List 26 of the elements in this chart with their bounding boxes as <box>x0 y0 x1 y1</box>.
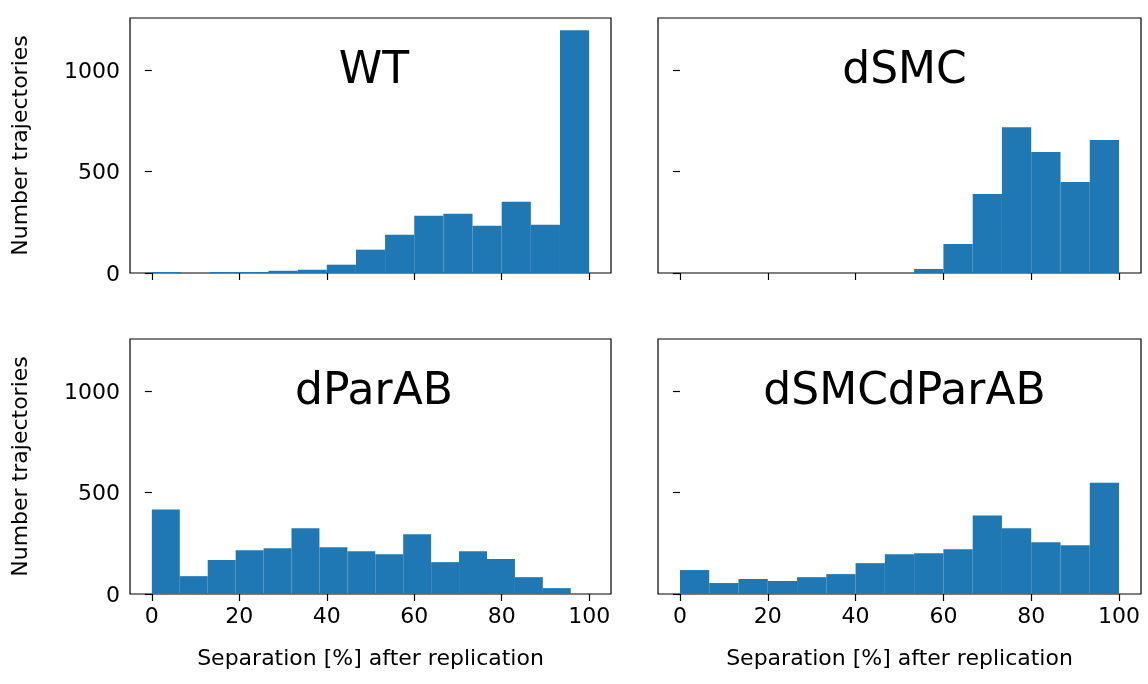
x-tick-label: 100 <box>1098 602 1141 628</box>
x-tick-label: 60 <box>929 602 958 628</box>
x-tick-label: 100 <box>568 602 611 628</box>
y-tick-label: 500 <box>78 159 120 185</box>
x-tick-label: 40 <box>312 602 341 628</box>
text: dSMC <box>842 41 967 93</box>
y-tick-label: 1000 <box>64 57 120 83</box>
x-tick-label: 20 <box>753 602 782 628</box>
x-axis-title: Separation [%] after replication <box>197 644 544 670</box>
y-axis-title: Number trajectories <box>6 356 32 577</box>
y-tick-label: 1000 <box>64 378 120 404</box>
x-tick-label: 40 <box>841 602 870 628</box>
x-tick-label: 0 <box>672 602 687 628</box>
y-tick-label: 500 <box>78 480 120 506</box>
x-tick-label: 80 <box>487 602 516 628</box>
text: dParAB <box>295 362 453 414</box>
y-tick-label: 0 <box>106 581 120 607</box>
x-tick-label: 80 <box>1017 602 1046 628</box>
text: dSMCdParAB <box>763 362 1046 414</box>
y-axis-title: Number trajectories <box>6 35 32 256</box>
text: WT <box>338 41 410 93</box>
y-tick-label: 0 <box>106 260 120 286</box>
x-tick-label: 0 <box>144 602 159 628</box>
x-tick-label: 60 <box>400 602 429 628</box>
x-tick-label: 20 <box>225 602 254 628</box>
x-axis-title: Separation [%] after replication <box>726 644 1073 670</box>
